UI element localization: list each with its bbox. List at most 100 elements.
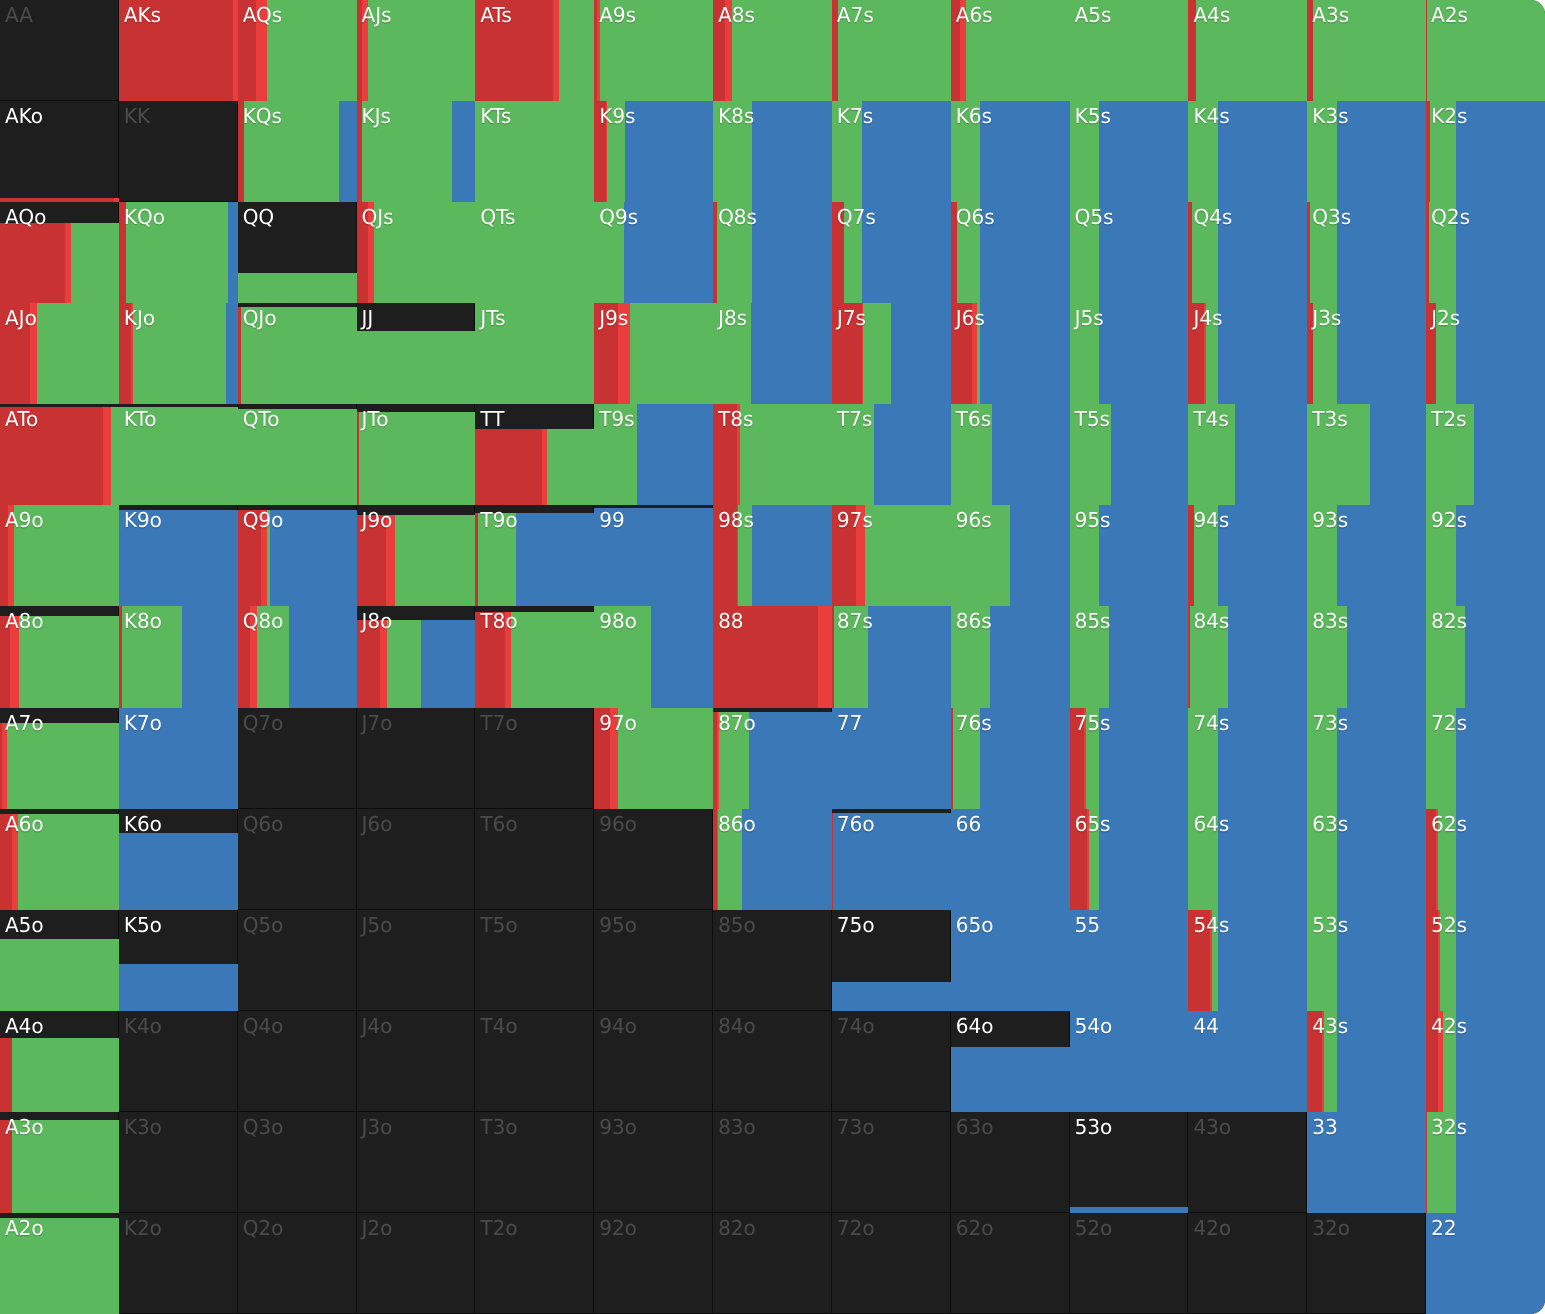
hand-cell-55[interactable]: 55 bbox=[1069, 909, 1189, 1011]
hand-cell-65o[interactable]: 65o bbox=[950, 909, 1070, 1011]
hand-cell-a2s[interactable]: A2s bbox=[1426, 0, 1545, 102]
hand-cell-a7o[interactable]: A7o bbox=[0, 707, 119, 809]
hand-cell-44[interactable]: 44 bbox=[1188, 1010, 1308, 1112]
hand-cell-a3o[interactable]: A3o bbox=[0, 1111, 119, 1213]
hand-cell-53o[interactable]: 53o bbox=[1069, 1111, 1189, 1213]
hand-cell-ato[interactable]: ATo bbox=[0, 404, 119, 506]
hand-cell-q5o[interactable]: Q5o bbox=[237, 909, 357, 1011]
hand-cell-84o[interactable]: 84o bbox=[713, 1010, 832, 1112]
hand-cell-q3s[interactable]: Q3s bbox=[1307, 202, 1427, 304]
hand-cell-75s[interactable]: 75s bbox=[1069, 707, 1189, 809]
hand-cell-54o[interactable]: 54o bbox=[1069, 1010, 1189, 1112]
hand-cell-t8s[interactable]: T8s bbox=[713, 404, 832, 506]
hand-cell-ajo[interactable]: AJo bbox=[0, 303, 119, 405]
hand-cell-a5o[interactable]: A5o bbox=[0, 909, 119, 1011]
hand-cell-kk[interactable]: KK bbox=[118, 101, 238, 203]
hand-cell-t8o[interactable]: T8o bbox=[475, 606, 595, 708]
hand-cell-97o[interactable]: 97o bbox=[594, 707, 714, 809]
hand-cell-a8s[interactable]: A8s bbox=[713, 0, 832, 102]
hand-cell-t2s[interactable]: T2s bbox=[1426, 404, 1545, 506]
hand-cell-q8o[interactable]: Q8o bbox=[237, 606, 357, 708]
hand-cell-72o[interactable]: 72o bbox=[831, 1212, 951, 1314]
hand-cell-32o[interactable]: 32o bbox=[1307, 1212, 1427, 1314]
hand-cell-54s[interactable]: 54s bbox=[1188, 909, 1308, 1011]
hand-cell-t9s[interactable]: T9s bbox=[594, 404, 714, 506]
hand-cell-a9s[interactable]: A9s bbox=[594, 0, 714, 102]
hand-cell-k9o[interactable]: K9o bbox=[118, 505, 238, 607]
hand-cell-62s[interactable]: 62s bbox=[1426, 808, 1545, 910]
hand-cell-q3o[interactable]: Q3o bbox=[237, 1111, 357, 1213]
hand-cell-kjs[interactable]: KJs bbox=[356, 101, 476, 203]
hand-cell-t5o[interactable]: T5o bbox=[475, 909, 595, 1011]
hand-cell-73s[interactable]: 73s bbox=[1307, 707, 1427, 809]
hand-cell-66[interactable]: 66 bbox=[950, 808, 1070, 910]
hand-cell-j3s[interactable]: J3s bbox=[1307, 303, 1427, 405]
hand-cell-j5s[interactable]: J5s bbox=[1069, 303, 1189, 405]
hand-cell-64o[interactable]: 64o bbox=[950, 1010, 1070, 1112]
hand-cell-87s[interactable]: 87s bbox=[831, 606, 951, 708]
hand-cell-a4s[interactable]: A4s bbox=[1188, 0, 1308, 102]
hand-cell-84s[interactable]: 84s bbox=[1188, 606, 1308, 708]
hand-cell-k5s[interactable]: K5s bbox=[1069, 101, 1189, 203]
hand-cell-96o[interactable]: 96o bbox=[594, 808, 714, 910]
hand-cell-j7s[interactable]: J7s bbox=[831, 303, 951, 405]
hand-cell-99[interactable]: 99 bbox=[594, 505, 714, 607]
hand-cell-a6o[interactable]: A6o bbox=[0, 808, 119, 910]
hand-cell-98o[interactable]: 98o bbox=[594, 606, 714, 708]
hand-cell-43o[interactable]: 43o bbox=[1188, 1111, 1308, 1213]
hand-cell-q2o[interactable]: Q2o bbox=[237, 1212, 357, 1314]
hand-cell-ako[interactable]: AKo bbox=[0, 101, 119, 203]
hand-cell-qjs[interactable]: QJs bbox=[356, 202, 476, 304]
hand-cell-65s[interactable]: 65s bbox=[1069, 808, 1189, 910]
hand-cell-t4o[interactable]: T4o bbox=[475, 1010, 595, 1112]
hand-cell-97s[interactable]: 97s bbox=[831, 505, 951, 607]
hand-cell-42s[interactable]: 42s bbox=[1426, 1010, 1545, 1112]
hand-cell-k2o[interactable]: K2o bbox=[118, 1212, 238, 1314]
hand-cell-q5s[interactable]: Q5s bbox=[1069, 202, 1189, 304]
hand-cell-qq[interactable]: QQ bbox=[237, 202, 357, 304]
hand-cell-t5s[interactable]: T5s bbox=[1069, 404, 1189, 506]
hand-cell-92s[interactable]: 92s bbox=[1426, 505, 1545, 607]
hand-cell-q4o[interactable]: Q4o bbox=[237, 1010, 357, 1112]
hand-cell-j8s[interactable]: J8s bbox=[713, 303, 832, 405]
hand-cell-q2s[interactable]: Q2s bbox=[1426, 202, 1545, 304]
hand-cell-32s[interactable]: 32s bbox=[1426, 1111, 1545, 1213]
hand-cell-jto[interactable]: JTo bbox=[356, 404, 476, 506]
hand-cell-k6s[interactable]: K6s bbox=[950, 101, 1070, 203]
hand-cell-85s[interactable]: 85s bbox=[1069, 606, 1189, 708]
hand-cell-94s[interactable]: 94s bbox=[1188, 505, 1308, 607]
hand-cell-43s[interactable]: 43s bbox=[1307, 1010, 1427, 1112]
hand-cell-k8s[interactable]: K8s bbox=[713, 101, 832, 203]
hand-cell-63s[interactable]: 63s bbox=[1307, 808, 1427, 910]
hand-cell-73o[interactable]: 73o bbox=[831, 1111, 951, 1213]
hand-cell-88[interactable]: 88 bbox=[713, 606, 832, 708]
hand-cell-95s[interactable]: 95s bbox=[1069, 505, 1189, 607]
hand-cell-k3s[interactable]: K3s bbox=[1307, 101, 1427, 203]
hand-cell-t6s[interactable]: T6s bbox=[950, 404, 1070, 506]
hand-cell-a2o[interactable]: A2o bbox=[0, 1212, 119, 1314]
hand-cell-83o[interactable]: 83o bbox=[713, 1111, 832, 1213]
hand-cell-k8o[interactable]: K8o bbox=[118, 606, 238, 708]
hand-cell-94o[interactable]: 94o bbox=[594, 1010, 714, 1112]
hand-cell-k6o[interactable]: K6o bbox=[118, 808, 238, 910]
hand-cell-qts[interactable]: QTs bbox=[475, 202, 595, 304]
hand-cell-j5o[interactable]: J5o bbox=[356, 909, 476, 1011]
hand-cell-98s[interactable]: 98s bbox=[713, 505, 832, 607]
hand-cell-t3o[interactable]: T3o bbox=[475, 1111, 595, 1213]
hand-cell-93o[interactable]: 93o bbox=[594, 1111, 714, 1213]
hand-cell-33[interactable]: 33 bbox=[1307, 1111, 1427, 1213]
hand-cell-k9s[interactable]: K9s bbox=[594, 101, 714, 203]
hand-cell-k5o[interactable]: K5o bbox=[118, 909, 238, 1011]
hand-cell-a5s[interactable]: A5s bbox=[1069, 0, 1189, 102]
hand-cell-j9o[interactable]: J9o bbox=[356, 505, 476, 607]
hand-cell-q6o[interactable]: Q6o bbox=[237, 808, 357, 910]
hand-cell-t9o[interactable]: T9o bbox=[475, 505, 595, 607]
hand-cell-63o[interactable]: 63o bbox=[950, 1111, 1070, 1213]
hand-cell-j6o[interactable]: J6o bbox=[356, 808, 476, 910]
hand-cell-a9o[interactable]: A9o bbox=[0, 505, 119, 607]
hand-cell-82o[interactable]: 82o bbox=[713, 1212, 832, 1314]
hand-cell-kqo[interactable]: KQo bbox=[118, 202, 238, 304]
hand-cell-a3s[interactable]: A3s bbox=[1307, 0, 1427, 102]
hand-cell-aks[interactable]: AKs bbox=[118, 0, 238, 102]
hand-cell-kts[interactable]: KTs bbox=[475, 101, 595, 203]
